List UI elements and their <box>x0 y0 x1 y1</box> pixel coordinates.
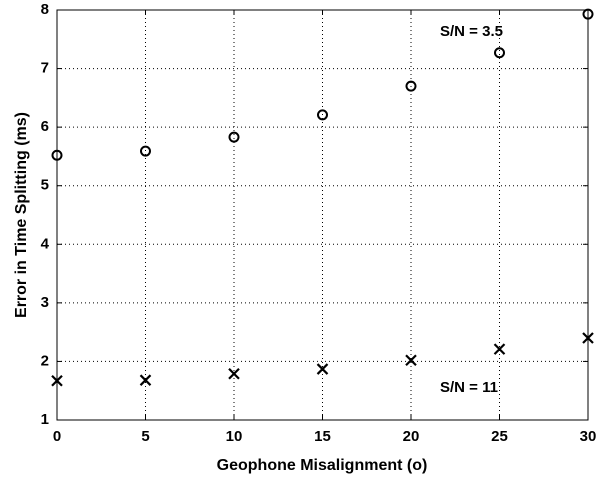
plot-frame <box>56 9 589 421</box>
x-tick-label: 25 <box>491 428 508 445</box>
point <box>494 47 505 59</box>
annotation: S/N = 11 <box>440 379 498 396</box>
annotation: S/N = 3.5 <box>440 23 503 40</box>
point <box>51 374 63 387</box>
y-tick-label: 2 <box>41 352 49 369</box>
point <box>140 145 151 157</box>
x-axis-label: Geophone Misalignment (o) <box>217 457 428 474</box>
point <box>405 80 417 92</box>
x-tick-label: 30 <box>580 428 597 445</box>
x-tick-label: 15 <box>314 428 331 445</box>
point <box>228 131 240 143</box>
y-tick-label: 7 <box>41 60 49 77</box>
point <box>582 332 594 344</box>
x-tick-label: 5 <box>141 428 149 445</box>
y-tick-label: 6 <box>41 118 49 135</box>
y-tick-label: 8 <box>41 1 49 18</box>
y-tick-label: 5 <box>41 177 49 194</box>
point <box>582 8 594 20</box>
point <box>139 374 152 386</box>
x-tick-label: 10 <box>226 428 243 445</box>
point <box>405 354 417 367</box>
point <box>228 367 240 380</box>
y-axis-label: Error in Time Splitting (ms) <box>13 112 30 318</box>
point <box>316 363 329 375</box>
point <box>493 343 506 355</box>
x-tick-label: 0 <box>53 428 61 445</box>
x-tick-label: 20 <box>403 428 420 445</box>
y-tick-label: 4 <box>41 235 50 252</box>
y-tick-label: 3 <box>41 294 49 311</box>
point <box>51 149 63 161</box>
point <box>317 109 328 121</box>
y-tick-label: 1 <box>41 411 49 428</box>
